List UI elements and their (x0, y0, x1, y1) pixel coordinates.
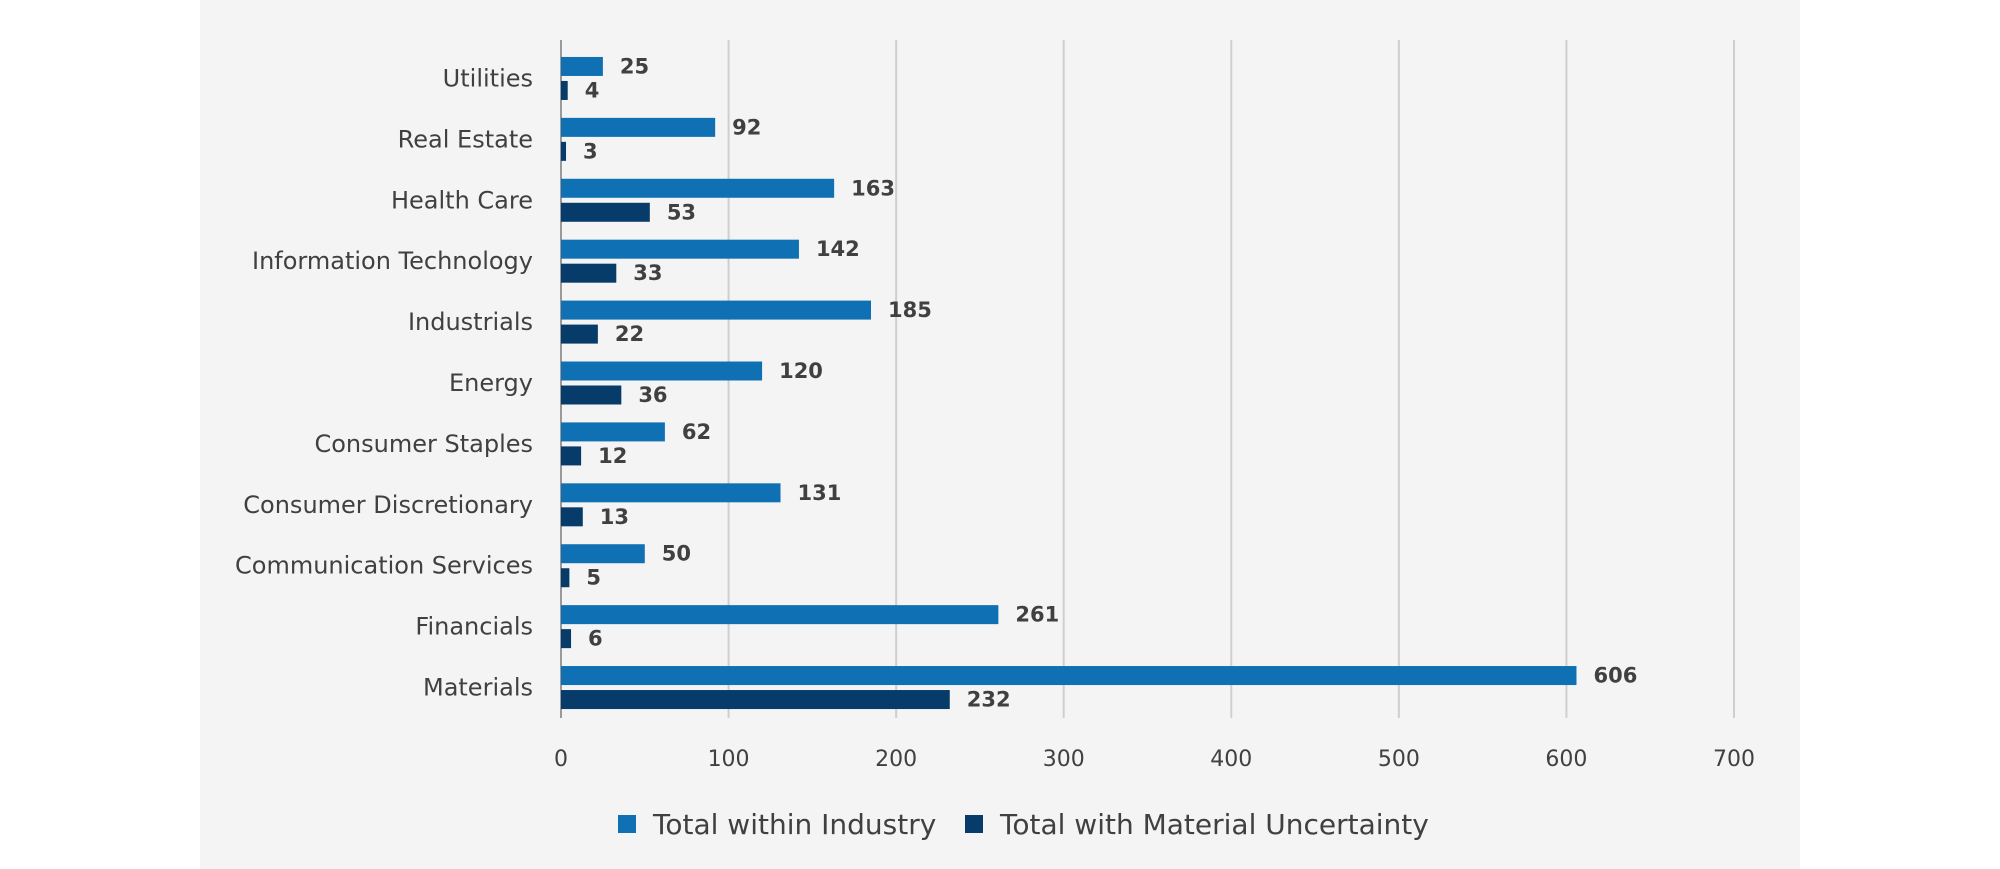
x-tick-label: 400 (1210, 747, 1252, 772)
data-label: 163 (851, 176, 895, 200)
data-label: 62 (682, 420, 711, 444)
bar (561, 544, 645, 564)
bar (561, 263, 617, 283)
bar (561, 483, 781, 503)
data-label: 12 (598, 444, 627, 468)
bar (561, 507, 583, 527)
legend-label: Total with Material Uncertainty (999, 808, 1429, 841)
category-label: Energy (449, 369, 533, 397)
data-label: 131 (798, 481, 842, 505)
data-label: 120 (779, 359, 823, 383)
legend: Total within Industry Total with Material… (618, 808, 1429, 841)
x-tick-label: 700 (1713, 747, 1755, 772)
category-label: Materials (423, 674, 533, 702)
legend-swatch (965, 815, 983, 833)
bar (561, 690, 950, 710)
data-label: 5 (586, 566, 601, 590)
data-label: 13 (600, 505, 629, 529)
x-tick-label: 300 (1043, 747, 1085, 772)
bar (561, 666, 1577, 686)
data-label: 22 (615, 322, 644, 346)
category-label: Consumer Staples (314, 430, 533, 458)
bar (561, 202, 650, 222)
bar (561, 422, 665, 442)
bar (561, 324, 598, 344)
bar (561, 385, 622, 405)
bar (561, 300, 872, 320)
category-label: Financials (415, 613, 533, 641)
data-label: 92 (732, 115, 761, 139)
data-label: 6 (588, 627, 603, 651)
data-label: 50 (662, 542, 691, 566)
data-label: 232 (967, 688, 1011, 712)
bar (561, 117, 716, 137)
x-tick-labels: 0 100 200 300 400 500 600 700 (554, 747, 1755, 772)
bar (561, 568, 570, 588)
data-label: 4 (585, 78, 600, 102)
data-label: 33 (633, 261, 662, 285)
category-label: Utilities (443, 64, 533, 92)
x-tick-label: 200 (875, 747, 917, 772)
bar (561, 361, 763, 381)
data-label: 25 (620, 54, 649, 78)
category-label: Information Technology (252, 247, 533, 275)
category-label: Health Care (391, 186, 533, 214)
bar (561, 239, 799, 259)
category-label: Real Estate (398, 125, 533, 153)
data-label: 3 (583, 139, 598, 163)
category-label: Communication Services (235, 552, 533, 580)
bars: 25 4 92 3 163 53 142 33 185 22 120 36 62 12 131 13 50 5 26… (561, 54, 1637, 712)
legend-label: Total within Industry (652, 808, 936, 841)
data-label: 53 (667, 200, 696, 224)
data-label: 185 (888, 298, 932, 322)
data-label: 142 (816, 237, 860, 261)
x-tick-label: 600 (1545, 747, 1587, 772)
x-tick-label: 500 (1378, 747, 1420, 772)
bar (561, 629, 572, 649)
chart-panel (200, 0, 1800, 869)
bar (561, 141, 567, 161)
category-labels: Utilities Real Estate Health Care Informati… (235, 64, 533, 701)
bar (561, 605, 999, 625)
legend-swatch (618, 815, 636, 833)
bar (561, 178, 835, 198)
data-label: 261 (1015, 603, 1059, 627)
x-tick-label: 0 (554, 747, 568, 772)
x-tick-label: 100 (708, 747, 750, 772)
data-label: 36 (638, 383, 667, 407)
category-label: Industrials (408, 308, 533, 336)
data-label: 606 (1593, 664, 1637, 688)
bar (561, 56, 603, 76)
bar (561, 446, 582, 466)
category-label: Consumer Discretionary (243, 491, 533, 519)
bar (561, 80, 568, 100)
